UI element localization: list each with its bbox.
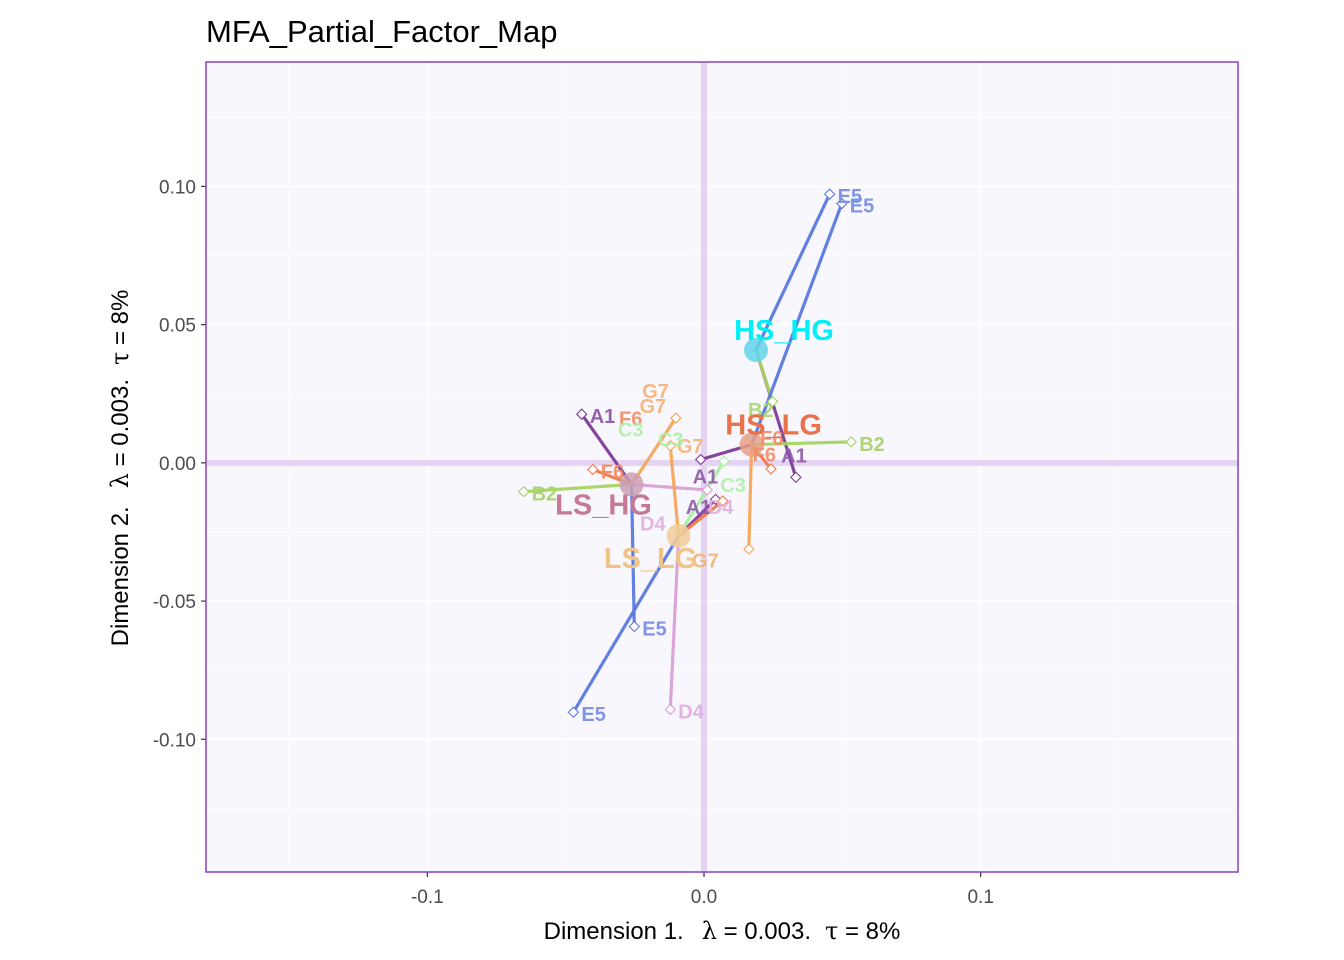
partial-point-label: D4: [678, 701, 704, 723]
x-axis-tau-value: 8%: [866, 918, 901, 945]
y-axis-dot: .: [107, 379, 134, 386]
partial-point-label: C3: [618, 420, 644, 442]
partial-point-label: F6: [753, 444, 776, 466]
partial-point-label: B2: [859, 434, 885, 456]
y-tick-label: 0.10: [159, 177, 196, 198]
partial-point-label: E5: [581, 704, 605, 726]
partial-point-label: F6: [601, 461, 624, 483]
x-tick-label: 0.1: [967, 887, 993, 908]
group-mean-label: HS_HG: [734, 315, 834, 347]
partial-point-label: C3: [720, 475, 746, 497]
y-axis-tau-value: 8%: [107, 290, 134, 325]
partial-point-label: C3: [658, 429, 684, 451]
x-axis-tau-equals: =: [838, 918, 865, 945]
x-axis-lambda-equals: =: [717, 918, 744, 945]
partial-point-label: G7: [639, 396, 666, 418]
group-mean-label: HS_LG: [725, 410, 822, 442]
y-axis-label: Dimension 2. λ = 0.003. τ = 8%: [106, 290, 134, 647]
y-tick-label: -0.05: [153, 592, 196, 613]
y-axis-lambda-equals: =: [107, 446, 134, 473]
x-tick-label: 0.0: [691, 887, 717, 908]
partial-point-label: B2: [532, 484, 558, 506]
partial-point-label: A1: [781, 445, 807, 467]
x-axis-label: Dimension 1. λ = 0.003. τ = 8%: [544, 917, 901, 945]
x-tick-label: -0.1: [411, 887, 444, 908]
y-tick-label: 0.05: [159, 316, 196, 337]
chart-title: MFA_Partial_Factor_Map: [206, 14, 557, 49]
partial-point-label: A1: [693, 467, 719, 489]
y-axis-tau-symbol: τ: [106, 352, 134, 365]
group-mean-label: LS_LG: [604, 543, 697, 575]
partial-point-label: E5: [642, 619, 666, 641]
y-axis-lambda-symbol: λ: [106, 473, 134, 488]
partial-point-label: D4: [708, 497, 734, 519]
y-tick-label: 0.00: [159, 454, 196, 475]
group-mean-label: LS_HG: [555, 489, 652, 521]
x-axis-lambda-symbol: λ: [702, 917, 717, 945]
x-axis-lambda-value: 0.003: [744, 918, 804, 945]
y-axis-label-prefix: Dimension 2.: [107, 506, 134, 646]
x-axis-tau-symbol: τ: [825, 917, 838, 945]
x-axis-dot: .: [804, 918, 811, 945]
y-tick-label: -0.10: [153, 730, 196, 751]
partial-point-label: A1: [590, 406, 616, 428]
x-axis-label-prefix: Dimension 1.: [544, 918, 684, 945]
y-axis-lambda-value: 0.003: [107, 386, 134, 446]
partial-point-label: E5: [850, 196, 874, 218]
y-axis-tau-equals: =: [107, 324, 134, 351]
